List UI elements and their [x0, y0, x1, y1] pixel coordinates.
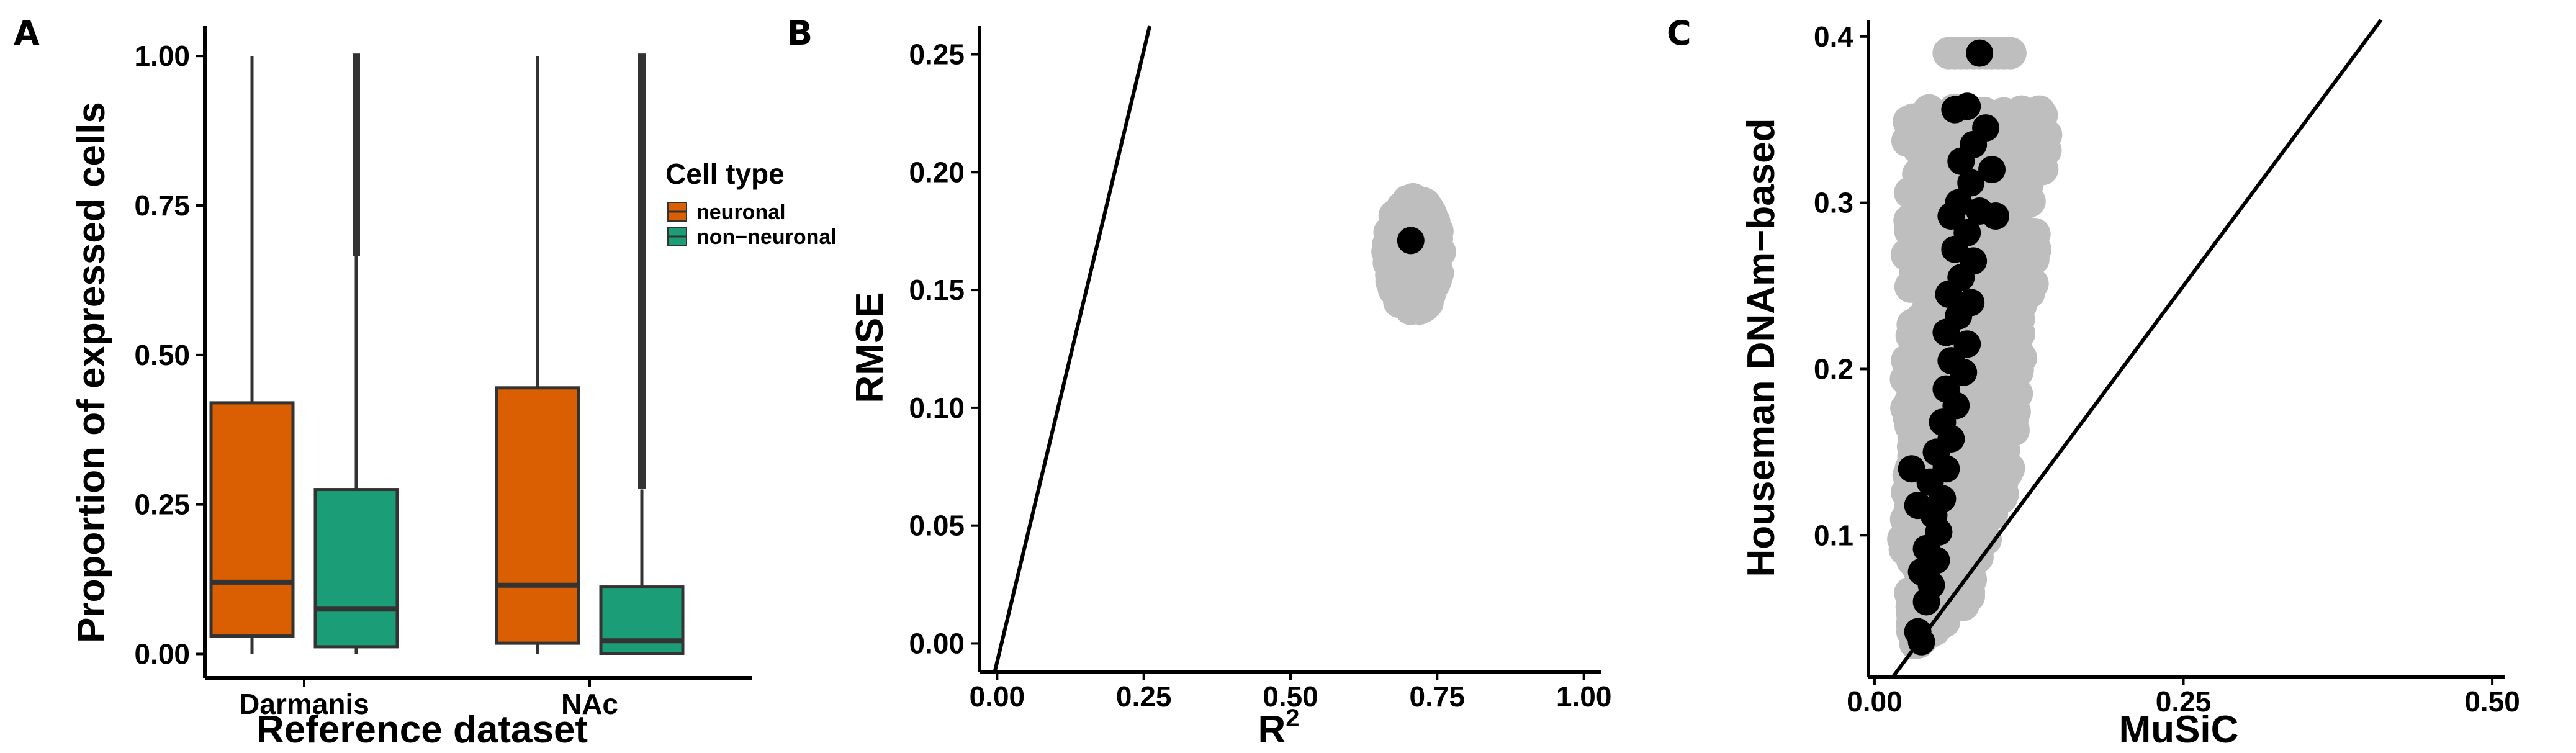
- highlight-point: [1941, 96, 1969, 124]
- panel-a-y-tick-label: 0.00: [134, 638, 190, 670]
- cloud-point: [1998, 395, 2031, 428]
- highlight-point: [1982, 202, 2009, 230]
- panel-c-scatter: 0.1 0.2 0.3 0.4 0.00 0.25 0.50 MuSiC Houseman …: [1740, 19, 2520, 751]
- panel-a-y-axis-title: Proportion of expressed cells: [70, 102, 113, 643]
- panel-a-axes: 0.00 0.25 0.50 0.75 1.00 Darmanis NAc: [134, 26, 752, 720]
- cloud-point: [1969, 523, 2002, 556]
- cloud-point: [1416, 211, 1449, 244]
- panel-a-y-tick-label: 0.50: [134, 339, 190, 371]
- reference-line: [1891, 19, 2383, 678]
- panel-b-x-tick-label: 0.75: [1410, 680, 1466, 713]
- box-nac-neuronal: [495, 56, 580, 654]
- legend-key-non-neuronal: non−neuronal: [667, 225, 837, 249]
- cloud-point: [2000, 333, 2033, 366]
- cloud-point: [1897, 231, 1930, 264]
- legend-label: neuronal: [696, 201, 786, 224]
- highlight-point: [1978, 156, 2006, 184]
- cloud-point: [1959, 418, 1992, 451]
- panel-label-b: B: [787, 14, 813, 53]
- cloud-point: [1920, 145, 1953, 178]
- panel-b-y-axis-title: RMSE: [849, 292, 891, 403]
- panel-b-axes: 0.00 0.05 0.10 0.15 0.20 0.25 0.00 0.25 0.50 0.75…: [909, 26, 1611, 713]
- panel-b-y-tick-label: 0.00: [909, 627, 965, 659]
- box-iqr: [495, 386, 580, 645]
- cloud-point: [1912, 354, 1945, 387]
- panel-a-boxes: [209, 53, 685, 656]
- panel-b-y-tick-label: 0.15: [909, 274, 965, 306]
- highlight-point: [1966, 39, 1994, 67]
- panel-b-x-tick-label: 0.00: [970, 680, 1025, 713]
- panel-label-c: C: [1667, 14, 1691, 53]
- cloud-point: [1994, 37, 2027, 70]
- panel-b-y-tick-label: 0.10: [909, 392, 965, 424]
- legend-label: non−neuronal: [696, 225, 837, 249]
- highlight-point: [1932, 318, 1960, 346]
- panel-c-y-tick-label: 0.2: [1814, 353, 1853, 385]
- panel-c-axes: 0.1 0.2 0.3 0.4 0.00 0.25 0.50: [1814, 20, 2520, 718]
- box-iqr: [313, 488, 399, 649]
- highlight-point: [1947, 147, 1975, 175]
- panel-b-y-tick-label: 0.05: [909, 510, 965, 542]
- panel-c-y-tick-label: 0.4: [1814, 20, 1853, 53]
- panel-b-y-tick-label: 0.25: [909, 38, 965, 71]
- cloud-point: [1976, 498, 2009, 531]
- panel-b-points: [993, 25, 1456, 672]
- highlight-point: [1935, 280, 1963, 308]
- box-darmanis-neuronal: [209, 56, 295, 654]
- panel-a-boxplot: 0.00 0.25 0.50 0.75 1.00 Darmanis NAc Cell typ…: [70, 26, 837, 751]
- legend-key-neuronal: neuronal: [667, 201, 786, 224]
- panel-a-x-tick-label: Darmanis: [239, 688, 369, 720]
- panel-c-points: [1887, 19, 2383, 678]
- cloud-point: [1890, 392, 1923, 425]
- panel-b-y-tick-label: 0.20: [909, 156, 965, 188]
- cloud-point: [1972, 315, 2005, 348]
- panel-a-y-tick-label: 1.00: [134, 40, 190, 72]
- panel-c-x-axis-title: MuSiC: [2119, 708, 2239, 751]
- highlight-point: [1397, 227, 1425, 255]
- panel-b-x-tick-label: 0.50: [1263, 680, 1318, 713]
- cloud-point: [1408, 289, 1441, 322]
- panel-a-x-tick-label: NAc: [561, 688, 618, 720]
- box-outlier-band: [638, 56, 646, 487]
- cloud-point: [2019, 233, 2051, 266]
- panel-b-scatter: 0.00 0.05 0.10 0.15 0.20 0.25 0.00 0.25 0.50 0.75…: [849, 25, 1611, 751]
- highlight-point: [1957, 169, 1985, 197]
- cloud-point: [1381, 201, 1414, 234]
- panel-b-x-tick-label: 0.25: [1116, 680, 1172, 713]
- cloud-point: [1904, 320, 1937, 353]
- box-nac-non-neuronal: [599, 53, 685, 656]
- panel-a-x-axis-title: Reference dataset: [256, 708, 588, 751]
- cloud-point: [2001, 355, 2034, 388]
- panel-c-y-tick-label: 0.3: [1814, 187, 1853, 219]
- panel-c-y-axis-title: Houseman DNAm−based: [1740, 118, 1783, 577]
- panel-c-x-tick-label: 0.50: [2464, 685, 2520, 718]
- panel-a-y-tick-label: 0.25: [134, 489, 190, 521]
- panel-b-x-tick-label: 1.00: [1556, 680, 1612, 713]
- panel-c-x-tick-label: 0.25: [2156, 685, 2212, 718]
- highlight-point: [1950, 358, 1978, 386]
- legend-title: Cell type: [665, 158, 785, 190]
- cloud-point: [2011, 168, 2044, 201]
- cloud-point: [1904, 180, 1937, 213]
- box-darmanis-non-neuronal: [313, 53, 399, 654]
- panel-a-y-tick-label: 0.75: [134, 189, 190, 222]
- panel-label-a: A: [14, 14, 40, 53]
- box-iqr: [599, 585, 685, 656]
- highlight-point: [1912, 588, 1940, 616]
- highlight-point: [1898, 455, 1925, 483]
- box-iqr: [209, 401, 295, 638]
- cloud-point: [1893, 105, 1925, 138]
- cloud-point: [2009, 258, 2042, 291]
- reference-line: [993, 25, 1152, 672]
- cloud-point: [2005, 95, 2038, 128]
- panel-b-x-axis-title-superscript: 2: [1286, 705, 1299, 732]
- box-outlier-band: [353, 56, 360, 254]
- panel-b-x-axis-title: R2: [1258, 705, 1299, 751]
- panel-c-x-tick-label: 0.00: [1847, 685, 1903, 718]
- panel-c-y-tick-label: 0.1: [1814, 519, 1853, 551]
- cloud-point: [1973, 460, 2006, 493]
